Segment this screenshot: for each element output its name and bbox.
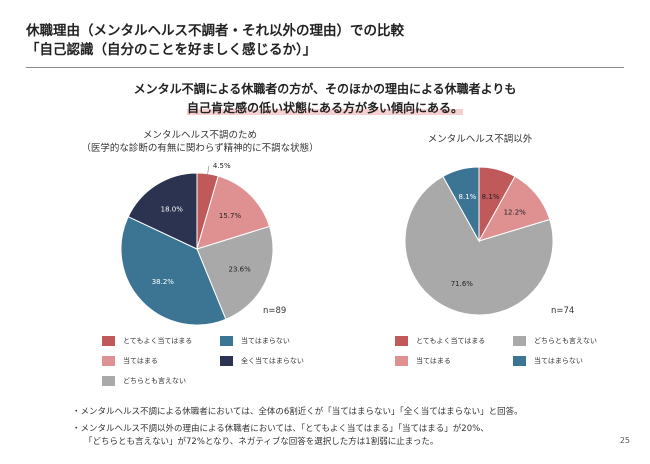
right-chart-title: メンタルヘルス不調以外 bbox=[380, 133, 580, 146]
page-number: 25 bbox=[619, 436, 630, 445]
legend-label: 全く当てはまらない bbox=[241, 357, 304, 365]
legend-item-5: どちらとも言えない bbox=[102, 376, 186, 386]
pie-data-label-5: 18.0% bbox=[161, 206, 184, 214]
note-2: ・メンタルヘルス不調以外の理由による休職者においては、「とてもよく当てはまる」「… bbox=[72, 424, 489, 434]
legend-swatch bbox=[102, 356, 115, 366]
legend-label: 当てはまる bbox=[416, 357, 451, 365]
right-sample-size: n=74 bbox=[551, 306, 575, 316]
right-pie-chart: 8.1% 12.2% 71.6% 8.1% bbox=[404, 166, 554, 316]
left-sample-size: n=89 bbox=[263, 306, 287, 316]
legend-item-3: 当てはまる bbox=[395, 356, 451, 366]
pie-leader-line-1 bbox=[207, 165, 210, 176]
pie-data-label-3: 23.6% bbox=[229, 266, 252, 274]
pie-data-label-4: 8.1% bbox=[459, 193, 477, 201]
pie-slice-4 bbox=[120, 215, 227, 326]
headline-line2: 自己肯定感の低い状態にある方が多い傾向にある。 bbox=[186, 101, 463, 115]
legend-swatch bbox=[220, 336, 233, 346]
legend-swatch bbox=[513, 356, 526, 366]
legend-swatch bbox=[395, 336, 408, 346]
note-1: ・メンタルヘルス不調による休職者においては、全体の6割近くが「当てはまらない」「… bbox=[72, 407, 523, 417]
legend-label: どちらとも言えない bbox=[123, 377, 186, 385]
left-legend: とてもよく当てはまる 当てはまらない当てはまる 全く当てはまらないどちらとも言えない bbox=[102, 336, 332, 392]
pie-slice-4 bbox=[442, 166, 480, 243]
pie-data-label-2: 15.7% bbox=[219, 212, 242, 220]
legend-swatch bbox=[220, 356, 233, 366]
title-divider bbox=[26, 67, 624, 68]
pie-data-label-2: 12.2% bbox=[504, 209, 527, 217]
legend-item-1: とてもよく当てはまる bbox=[102, 336, 192, 346]
legend-label: とてもよく当てはまる bbox=[416, 337, 486, 345]
left-chart-title-line1: メンタルヘルス不調のため bbox=[142, 130, 257, 141]
legend-item-1: とてもよく当てはまる bbox=[395, 336, 485, 346]
legend-swatch bbox=[513, 336, 526, 346]
left-pie-chart: 4.5% 15.7% 23.6% 38.2% 18.0% bbox=[120, 162, 274, 326]
headline-line1: メンタル不調による休職者の方が、そのほかの理由による休職者よりも bbox=[133, 82, 517, 96]
legend-item-3: 当てはまる bbox=[102, 356, 158, 366]
legend-label: どちらとも言えない bbox=[534, 337, 597, 345]
headline: メンタル不調による休職者の方が、そのほかの理由による休職者よりも 自己肯定感の低… bbox=[0, 80, 650, 118]
legend-item-4: 当てはまらない bbox=[513, 356, 583, 366]
legend-item-2: どちらとも言えない bbox=[513, 336, 597, 346]
pie-slice-3 bbox=[196, 225, 274, 320]
pie-data-label-3: 71.6% bbox=[451, 280, 474, 288]
pie-slice-2 bbox=[196, 175, 271, 250]
left-chart-title-line2: （医学的な診断の有無に関わらず精神的に不調な状態） bbox=[81, 143, 319, 154]
legend-label: 当てはまらない bbox=[241, 337, 290, 345]
notes: ・メンタルヘルス不調による休職者においては、全体の6割近くが「当てはまらない」「… bbox=[72, 406, 523, 453]
legend-swatch bbox=[395, 356, 408, 366]
pie-data-label-4: 38.2% bbox=[152, 278, 175, 286]
legend-swatch bbox=[102, 336, 115, 346]
legend-label: とてもよく当てはまる bbox=[123, 337, 193, 345]
left-chart-title: メンタルヘルス不調のため （医学的な診断の有無に関わらず精神的に不調な状態） bbox=[40, 129, 360, 155]
legend-label: 当てはまる bbox=[123, 357, 158, 365]
pie-data-label-1: 8.1% bbox=[482, 193, 500, 201]
legend-item-2: 当てはまらない bbox=[220, 336, 290, 346]
page-title-line1: 休職理由（メンタルヘルス不調者・それ以外の理由）での比較 bbox=[26, 23, 404, 39]
pie-slice-5 bbox=[127, 172, 198, 250]
right-chart-title-line1: メンタルヘルス不調以外 bbox=[427, 134, 533, 145]
pie-data-label-1: 4.5% bbox=[213, 162, 231, 170]
note-3: 「どちらとも言えない」が72%となり、ネガティブな回答を選択した方は1割弱に止ま… bbox=[84, 437, 439, 447]
page-title-line2: 「自己認識（自分のことを好ましく感じるか）」 bbox=[26, 42, 317, 58]
pie-slice-3 bbox=[404, 175, 554, 316]
page-title: 休職理由（メンタルヘルス不調者・それ以外の理由）での比較 「自己認識（自分のこと… bbox=[26, 22, 404, 60]
legend-label: 当てはまらない bbox=[534, 357, 583, 365]
legend-swatch bbox=[102, 376, 115, 386]
legend-item-4: 全く当てはまらない bbox=[220, 356, 304, 366]
right-legend: とてもよく当てはまる どちらとも言えない当てはまる 当てはまらない bbox=[395, 336, 625, 376]
